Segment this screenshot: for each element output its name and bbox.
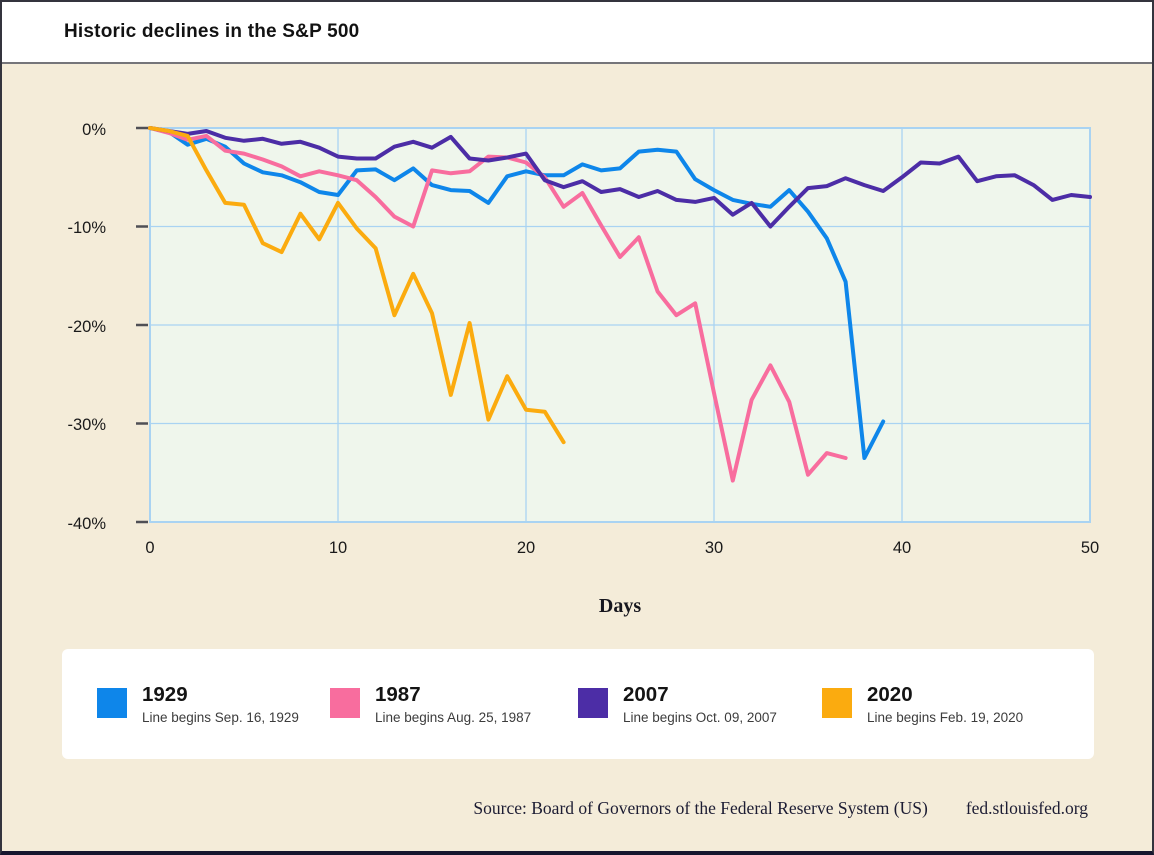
x-axis-tick-label: 0: [145, 539, 155, 557]
line-1929: [148, 126, 886, 460]
legend-item-2007: 2007 Line begins Oct. 09, 2007: [578, 683, 777, 725]
legend-item-2020: 2020 Line begins Feb. 19, 2020: [822, 683, 1023, 725]
legend-box: 1929 Line begins Sep. 16, 1929 1987 Line…: [62, 649, 1094, 759]
line-2007: [148, 126, 1092, 229]
legend-label: 2020: [867, 683, 913, 706]
site-link-text: fed.stlouisfed.org: [965, 798, 1088, 818]
page-title: Historic declines in the S&P 500: [64, 21, 360, 42]
x-axis-tick-label: 40: [892, 539, 912, 557]
legend-label: 1987: [375, 683, 421, 706]
source-attribution: Source: Board of Governors of the Federa…: [473, 798, 928, 818]
line-2020: [148, 126, 566, 445]
legend-label: 2007: [623, 683, 669, 706]
legend-label: 1929: [142, 683, 188, 706]
y-axis-tick-label: -10%: [67, 219, 106, 237]
y-axis-tick-label: -40%: [67, 515, 106, 533]
header-bar: Historic declines in the S&P 500: [2, 2, 1152, 64]
y-axis-tick-label: -30%: [67, 416, 106, 434]
legend-sublabel: Line begins Aug. 25, 1987: [375, 710, 532, 725]
legend-swatch-2020: [822, 688, 852, 718]
legend-item-1987: 1987 Line begins Aug. 25, 1987: [330, 683, 531, 725]
x-axis-tick-label: 50: [1080, 539, 1100, 557]
x-axis-title: Days: [598, 595, 642, 617]
line-chart-plot-area: [136, 126, 1092, 524]
x-axis-tick-label: 10: [328, 539, 348, 557]
legend-item-1929: 1929 Line begins Sep. 16, 1929: [97, 683, 299, 725]
legend-sublabel: Line begins Sep. 16, 1929: [142, 710, 299, 725]
legend-sublabel: Line begins Oct. 09, 2007: [623, 710, 777, 725]
legend-sublabel: Line begins Feb. 19, 2020: [867, 710, 1024, 725]
footer: Source: Board of Governors of the Federa…: [473, 798, 1088, 819]
y-axis-tick-label: 0%: [82, 121, 106, 139]
y-axis-tick-label: -20%: [67, 318, 106, 336]
x-axis-tick-label: 30: [704, 539, 724, 557]
legend-swatch-1929: [97, 688, 127, 718]
legend-swatch-2007: [578, 688, 608, 718]
legend-swatch-1987: [330, 688, 360, 718]
x-axis-tick-label: 20: [516, 539, 536, 557]
